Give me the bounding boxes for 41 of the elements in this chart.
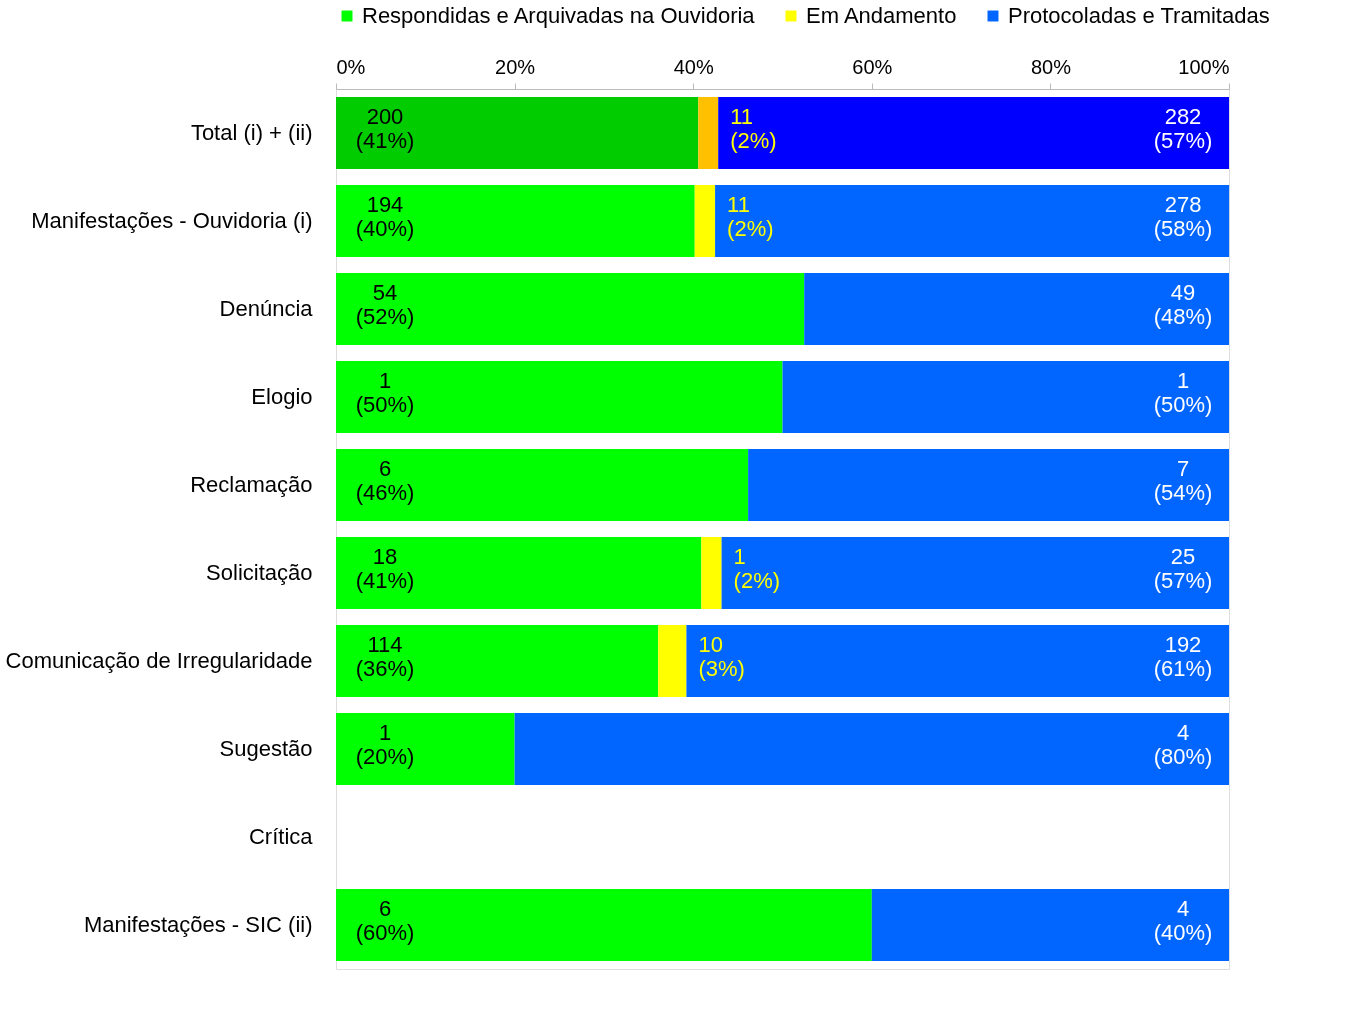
data-label: 1 (2%) — [733, 544, 781, 593]
y-tick-label: Crítica — [248, 824, 314, 849]
y-tick-label: Elogio — [251, 384, 313, 409]
data-label: 18 (41%) — [355, 544, 415, 593]
x-tick-label: 80% — [1030, 55, 1072, 78]
data-label: 4 (80%) — [1153, 720, 1213, 769]
y-tick-label: Total (i) + (ii) — [190, 120, 313, 145]
data-label: 200 (41%) — [355, 104, 415, 153]
data-label: 11 (2%) — [727, 192, 774, 241]
data-label: 7 (54%) — [1153, 456, 1213, 505]
data-label: 194 (40%) — [355, 192, 415, 241]
x-tick-label: 20% — [495, 55, 536, 78]
data-label: 192 (61%) — [1153, 632, 1213, 681]
data-label: 11 (2%) — [730, 104, 777, 153]
y-tick-label: Sugestão — [219, 736, 313, 761]
y-tick-label: Solicitação — [206, 560, 313, 585]
x-tick-label: 100% — [1178, 55, 1230, 78]
y-tick-label: Reclamação — [190, 472, 313, 497]
y-tick-label: Comunicação de Irregularidade — [5, 648, 313, 673]
y-tick-label: Manifestações - Ouvidoria (i) — [31, 208, 313, 233]
data-label: 114 (36%) — [355, 632, 415, 681]
data-label: 54 (52%) — [355, 280, 415, 329]
data-label: 1 (50%) — [355, 368, 415, 417]
data-label: 278 (58%) — [1153, 192, 1213, 241]
data-label: 6 (46%) — [355, 456, 415, 505]
data-label: 282 (57%) — [1153, 104, 1213, 153]
data-label: 1 (50%) — [1153, 368, 1213, 417]
data-label: 25 (57%) — [1153, 544, 1213, 593]
data-label: 1 (20%) — [355, 720, 415, 769]
data-label: 4 (40%) — [1153, 896, 1213, 945]
x-tick-label: 60% — [852, 55, 893, 78]
x-tick-label: 40% — [673, 55, 714, 78]
y-tick-label: Denúncia — [219, 296, 314, 321]
data-label: 10 (3%) — [698, 632, 745, 681]
legend-label: Respondidas e Arquivadas na Ouvidoria — [362, 3, 756, 28]
legend-label: Protocoladas e Tramitadas — [1008, 3, 1270, 28]
data-label: 49 (48%) — [1153, 280, 1213, 329]
legend-label: Em Andamento — [806, 3, 957, 28]
y-tick-label: Manifestações - SIC (ii) — [83, 912, 313, 937]
data-label: 6 (60%) — [355, 896, 415, 945]
x-tick-label: 0% — [336, 55, 366, 78]
